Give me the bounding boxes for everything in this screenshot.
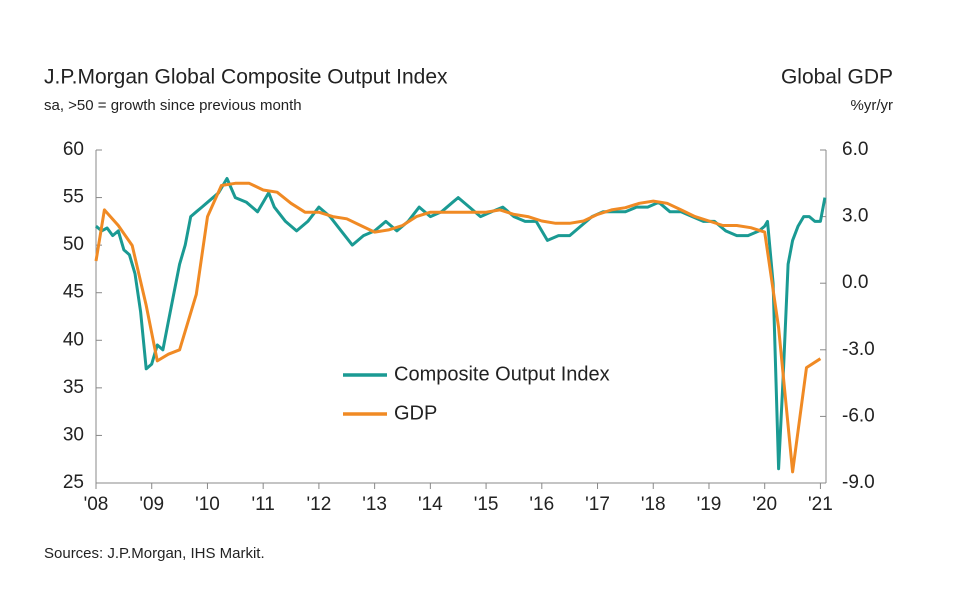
y2-tick-label: -6.0 <box>842 405 875 426</box>
series-line <box>94 181 822 474</box>
y-tick-label: 25 <box>63 472 84 493</box>
x-tick-label: '11 <box>251 494 274 515</box>
x-tick-label: '09 <box>139 494 164 515</box>
y2-tick-label: 3.0 <box>842 206 868 227</box>
x-tick-label: '16 <box>529 494 554 515</box>
x-tick-label: '19 <box>697 494 722 515</box>
y2-tick-label: -3.0 <box>842 339 875 360</box>
y-tick-label: 45 <box>63 282 84 303</box>
x-tick-label: '08 <box>84 494 109 515</box>
y2-title: Global GDP <box>781 66 893 89</box>
legend-label: Composite Output Index <box>394 363 610 385</box>
y-tick-label: 60 <box>63 139 84 160</box>
y-tick-label: 30 <box>63 424 84 445</box>
legend-label: GDP <box>394 402 437 424</box>
x-tick-label: '21 <box>808 494 833 515</box>
chart-subtitle: sa, >50 = growth since previous month <box>44 97 302 114</box>
y2-subtitle: %yr/yr <box>851 97 894 114</box>
x-tick-label: '12 <box>307 494 332 515</box>
y2-tick-label: -9.0 <box>842 472 875 493</box>
x-tick-label: '18 <box>641 494 666 515</box>
x-tick-label: '13 <box>362 494 387 515</box>
chart-title: J.P.Morgan Global Composite Output Index <box>44 66 448 89</box>
x-tick-label: '15 <box>474 494 499 515</box>
y-tick-label: 35 <box>63 377 84 398</box>
x-tick-label: '17 <box>585 494 610 515</box>
y-tick-label: 40 <box>63 329 84 350</box>
x-tick-label: '20 <box>752 494 777 515</box>
source: Sources: J.P.Morgan, IHS Markit. <box>44 545 265 562</box>
y2-tick-label: 0.0 <box>842 272 868 293</box>
x-tick-label: '14 <box>418 494 443 515</box>
x-tick-label: '10 <box>195 494 220 515</box>
y-tick-label: 55 <box>63 187 84 208</box>
y2-tick-label: 6.0 <box>842 139 868 160</box>
y-tick-label: 50 <box>63 234 84 255</box>
